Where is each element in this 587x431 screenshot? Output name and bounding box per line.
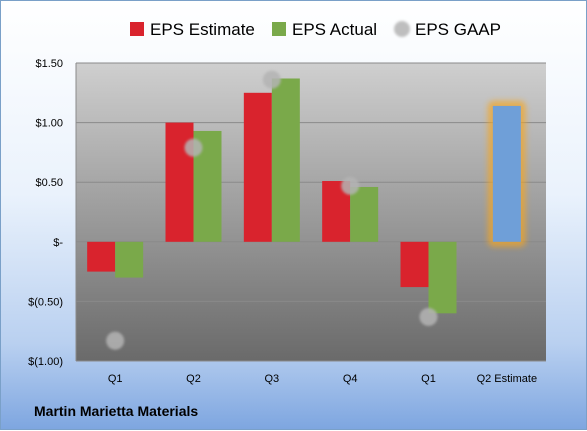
y-tick-label-5: $(1.00) bbox=[28, 356, 63, 368]
eps-gaap-point-0 bbox=[106, 331, 125, 350]
plot-area bbox=[76, 63, 546, 361]
y-tick-label-3: $- bbox=[53, 237, 63, 249]
legend-label-eps-estimate: EPS Estimate bbox=[150, 20, 255, 39]
eps-gaap-point-3 bbox=[341, 176, 360, 195]
x-tick-label-2: Q3 bbox=[264, 373, 279, 385]
legend-label-eps-actual: EPS Actual bbox=[292, 20, 377, 39]
x-tick-label-4: Q1 bbox=[421, 373, 436, 385]
x-tick-label-0: Q1 bbox=[108, 373, 123, 385]
bar-eps-estimate-2 bbox=[243, 92, 272, 242]
bar-eps-actual-2 bbox=[271, 78, 300, 242]
eps-gaap-point-2 bbox=[262, 70, 281, 89]
legend-swatch-eps-gaap bbox=[394, 21, 410, 37]
bar-eps-actual-4 bbox=[428, 241, 457, 314]
x-tick-label-3: Q4 bbox=[343, 373, 358, 385]
x-tick-label-5: Q2 Estimate bbox=[477, 373, 538, 385]
legend-swatch-eps-actual bbox=[272, 22, 286, 36]
y-tick-label-1: $1.00 bbox=[35, 118, 63, 130]
y-tick-label-0: $1.50 bbox=[35, 58, 63, 70]
bar-eps-actual-0 bbox=[115, 241, 144, 278]
eps-gaap-point-4 bbox=[419, 307, 438, 326]
y-tick-label-2: $0.50 bbox=[35, 177, 63, 189]
bar-q2-estimate bbox=[492, 105, 521, 242]
x-tick-label-1: Q2 bbox=[186, 373, 201, 385]
bar-eps-actual-3 bbox=[350, 186, 379, 242]
legend-label-eps-gaap: EPS GAAP bbox=[415, 20, 501, 39]
bar-eps-estimate-4 bbox=[400, 241, 429, 288]
bar-eps-estimate-0 bbox=[87, 241, 116, 272]
eps-gaap-point-1 bbox=[184, 138, 203, 157]
company-name: Martin Marietta Materials bbox=[34, 403, 199, 419]
y-tick-label-4: $(0.50) bbox=[28, 296, 63, 308]
legend-swatch-eps-estimate bbox=[130, 22, 144, 36]
